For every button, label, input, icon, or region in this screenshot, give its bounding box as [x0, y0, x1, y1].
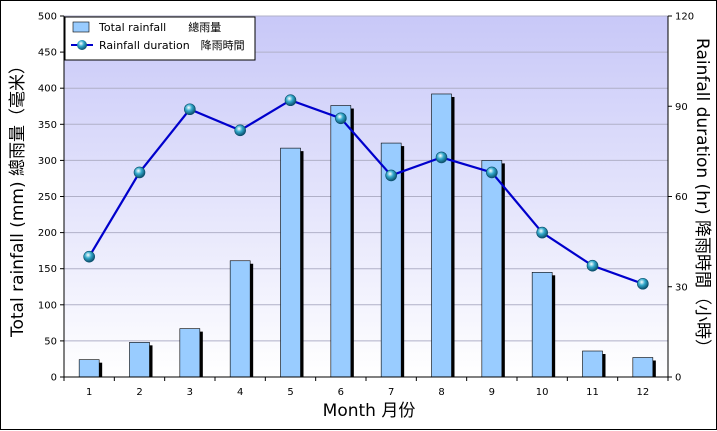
x-tick-label: 9: [489, 387, 495, 398]
x-tick-label: 6: [338, 387, 344, 398]
y-tick-label: 150: [38, 264, 57, 275]
y-tick-label: 100: [38, 300, 57, 311]
duration-point: [335, 112, 347, 125]
bar: [229, 260, 251, 378]
legend-label-duration: Rainfall duration 降雨時間: [99, 38, 245, 52]
y-tick-label: 0: [51, 373, 57, 384]
y2-axis-title: Rainfall duration (hr) 降雨時間（小時）: [692, 38, 712, 356]
y-tick-label: 450: [38, 48, 57, 59]
y-tick-label: 250: [38, 192, 57, 203]
x-tick-label: 1: [86, 387, 92, 398]
bar: [632, 357, 654, 378]
y-tick-label: 500: [38, 12, 57, 23]
duration-point: [385, 169, 397, 182]
y-axis-title: Total rainfall (mm) 總雨量（毫米）: [8, 57, 28, 338]
line-series: [83, 94, 649, 290]
left-axis-ticks: 0 50 100 150 200 250 300 350 400 450 500: [38, 12, 64, 384]
x-axis-title: Month 月份: [323, 401, 416, 421]
right-axis-ticks: 0 30 60 90 120: [668, 12, 694, 384]
legend-label-rainfall: Total rainfall 總雨量: [98, 20, 221, 34]
duration-line: [88, 99, 644, 285]
x-axis-ticks: 1 2 3 4 5 6 7 8 9 10 11 12: [63, 377, 669, 398]
legend-box: [64, 16, 256, 61]
y-tick-label: 400: [38, 84, 57, 95]
duration-point: [637, 277, 649, 290]
bar: [531, 272, 553, 378]
bar: [129, 342, 150, 378]
duration-point: [234, 124, 246, 137]
y2-tick-label: 30: [675, 282, 688, 293]
x-tick-label: 5: [287, 387, 293, 398]
bar-series: [78, 93, 656, 378]
x-tick-label: 8: [438, 387, 444, 398]
x-tick-label: 4: [237, 387, 243, 398]
bar: [78, 359, 100, 378]
duration-point: [435, 151, 448, 164]
x-tick-label: 11: [586, 387, 599, 398]
bar: [481, 160, 503, 378]
legend-marker-swatch: [77, 40, 87, 50]
duration-point: [486, 166, 498, 179]
x-tick-label: 2: [136, 387, 142, 398]
duration-point: [536, 226, 548, 239]
bar: [582, 350, 603, 378]
x-tick-label: 7: [388, 387, 394, 398]
y-tick-label: 300: [38, 156, 57, 167]
bar: [330, 105, 352, 378]
y2-tick-label: 90: [675, 102, 688, 113]
duration-point: [184, 103, 196, 116]
y-tick-label: 350: [38, 120, 57, 131]
duration-point: [83, 250, 95, 263]
y2-tick-label: 60: [675, 192, 688, 203]
y-tick-label: 200: [38, 228, 57, 239]
x-tick-label: 10: [536, 387, 549, 398]
bar: [280, 147, 301, 378]
duration-point: [133, 166, 146, 179]
y2-tick-label: 120: [675, 12, 694, 23]
x-tick-label: 12: [636, 387, 649, 398]
bar: [179, 328, 201, 378]
duration-point: [284, 94, 297, 107]
legend: Total rainfall 總雨量 Rainfall duration 降雨時…: [64, 16, 256, 61]
legend-bar-swatch: [72, 21, 90, 33]
x-tick-label: 3: [187, 387, 193, 398]
duration-point: [586, 259, 599, 272]
y-tick-label: 50: [44, 336, 57, 347]
y2-tick-label: 0: [675, 373, 681, 384]
bar: [431, 93, 452, 378]
